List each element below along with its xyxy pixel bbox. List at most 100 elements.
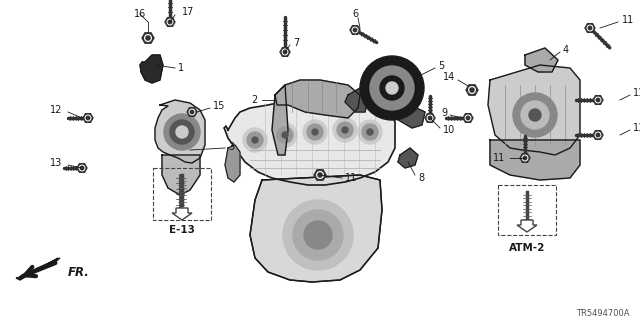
Polygon shape <box>350 26 360 34</box>
Text: 8: 8 <box>418 173 424 183</box>
Circle shape <box>352 27 358 33</box>
Circle shape <box>588 26 592 30</box>
Text: 11: 11 <box>493 153 505 163</box>
Circle shape <box>367 129 373 135</box>
Circle shape <box>467 116 470 120</box>
Circle shape <box>468 87 476 93</box>
Circle shape <box>79 165 84 171</box>
Text: 11: 11 <box>622 15 634 25</box>
Circle shape <box>164 114 200 150</box>
Circle shape <box>277 127 293 143</box>
Bar <box>498 185 556 235</box>
Circle shape <box>380 76 404 100</box>
Circle shape <box>293 210 343 260</box>
Polygon shape <box>155 100 205 163</box>
Circle shape <box>596 133 600 137</box>
Circle shape <box>243 128 267 152</box>
Polygon shape <box>272 85 288 155</box>
Circle shape <box>317 172 323 178</box>
Bar <box>153 168 211 220</box>
Circle shape <box>86 116 90 120</box>
Circle shape <box>588 25 593 31</box>
Circle shape <box>521 101 549 129</box>
Text: 17: 17 <box>182 7 195 17</box>
Polygon shape <box>398 148 418 168</box>
Text: 9: 9 <box>441 108 447 118</box>
Polygon shape <box>83 114 93 122</box>
Polygon shape <box>525 48 558 72</box>
Polygon shape <box>520 154 530 162</box>
Circle shape <box>283 200 353 270</box>
Circle shape <box>595 97 601 103</box>
Polygon shape <box>224 98 395 185</box>
Circle shape <box>312 129 318 135</box>
Circle shape <box>189 109 195 115</box>
Text: 2: 2 <box>252 95 258 105</box>
Circle shape <box>282 49 288 55</box>
Text: 1: 1 <box>178 63 184 73</box>
Circle shape <box>284 50 287 54</box>
Circle shape <box>333 118 357 142</box>
Circle shape <box>524 156 527 160</box>
Circle shape <box>353 28 356 32</box>
Polygon shape <box>142 33 154 43</box>
Circle shape <box>596 98 600 102</box>
Polygon shape <box>425 114 435 122</box>
Text: 3: 3 <box>228 142 234 152</box>
Text: 11: 11 <box>345 173 357 183</box>
Polygon shape <box>77 164 87 172</box>
Circle shape <box>252 137 258 143</box>
Circle shape <box>247 132 263 148</box>
Polygon shape <box>490 140 580 180</box>
Polygon shape <box>463 114 473 122</box>
Circle shape <box>303 120 327 144</box>
Polygon shape <box>280 48 290 56</box>
Text: 10: 10 <box>443 125 455 135</box>
Circle shape <box>358 120 382 144</box>
Circle shape <box>428 115 433 121</box>
Text: FR.: FR. <box>68 266 90 278</box>
Circle shape <box>529 109 541 121</box>
Polygon shape <box>392 105 425 128</box>
Polygon shape <box>345 88 368 112</box>
Text: 12: 12 <box>50 105 62 115</box>
Polygon shape <box>585 24 595 32</box>
Circle shape <box>465 115 471 121</box>
Polygon shape <box>250 175 382 282</box>
Circle shape <box>513 93 557 137</box>
Circle shape <box>470 88 474 92</box>
Circle shape <box>168 20 172 24</box>
Polygon shape <box>187 108 197 116</box>
Circle shape <box>273 123 297 147</box>
Text: 16: 16 <box>134 9 146 19</box>
Text: 14: 14 <box>443 72 455 82</box>
Text: 11: 11 <box>633 123 640 133</box>
Circle shape <box>360 56 424 120</box>
Polygon shape <box>466 85 478 95</box>
Circle shape <box>170 120 194 144</box>
Circle shape <box>146 36 150 40</box>
Circle shape <box>318 173 322 177</box>
Polygon shape <box>172 208 192 220</box>
Circle shape <box>304 221 332 249</box>
Polygon shape <box>140 55 163 83</box>
Polygon shape <box>314 170 326 180</box>
Polygon shape <box>593 96 603 104</box>
Text: 13: 13 <box>50 158 62 168</box>
Circle shape <box>176 126 188 138</box>
Circle shape <box>80 166 84 170</box>
Polygon shape <box>593 131 603 139</box>
Circle shape <box>337 122 353 138</box>
Polygon shape <box>162 155 200 195</box>
Text: 4: 4 <box>563 45 569 55</box>
Circle shape <box>428 116 432 120</box>
Circle shape <box>145 35 151 41</box>
Circle shape <box>362 124 378 140</box>
Circle shape <box>522 155 528 161</box>
Text: ATM-2: ATM-2 <box>509 243 545 253</box>
Polygon shape <box>517 220 537 232</box>
Text: 5: 5 <box>438 61 444 71</box>
Circle shape <box>85 115 91 121</box>
Circle shape <box>190 110 194 114</box>
Text: 6: 6 <box>352 9 358 19</box>
